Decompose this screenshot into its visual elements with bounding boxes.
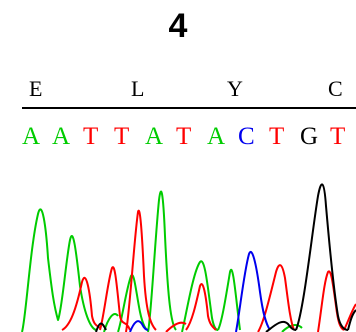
nucleotide-1: A: [22, 123, 41, 150]
nucleotide-4: T: [114, 123, 130, 150]
amino-acid-4: C: [328, 76, 343, 101]
nucleotide-9: T: [269, 123, 285, 150]
nucleotide-5: A: [145, 123, 164, 150]
panel-number: 4: [168, 7, 188, 45]
trace-c-blue: [129, 251, 271, 332]
trace-t-red: [61, 209, 356, 332]
nucleotide-6: T: [176, 123, 192, 150]
amino-acid-1: E: [29, 76, 43, 101]
codon-divider-line: [22, 107, 356, 109]
nucleotide-8: C: [238, 123, 255, 150]
nucleotide-2: A: [52, 123, 71, 150]
nucleotide-11: T: [330, 123, 346, 150]
nucleotide-7: A: [207, 123, 226, 150]
amino-acid-3: Y: [227, 76, 243, 101]
nucleotide-3: T: [83, 123, 99, 150]
trace-a-green: [21, 190, 303, 332]
amino-acid-2: L: [131, 76, 145, 101]
nucleotide-10: G: [300, 123, 319, 150]
trace-g-black: [95, 183, 356, 332]
